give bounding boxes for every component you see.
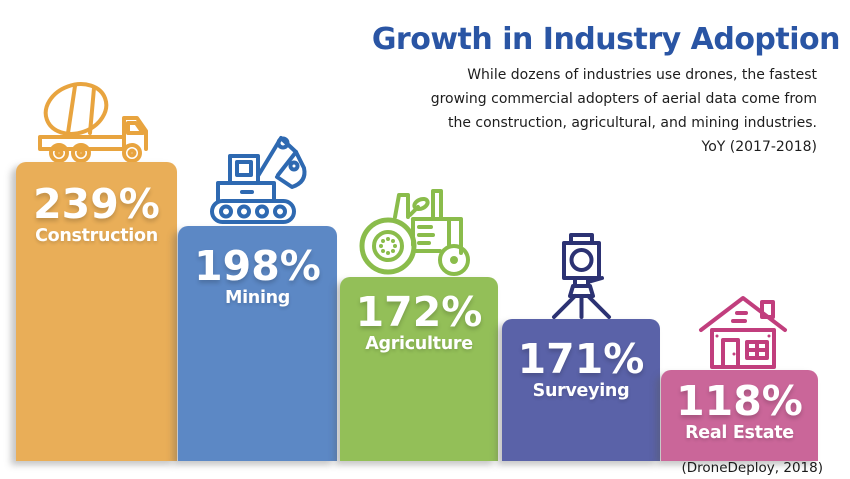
source-attribution: (DroneDeploy, 2018)	[681, 460, 823, 476]
bar-value: 118%	[676, 377, 803, 425]
subtitle-line: the construction, agricultural, and mini…	[447, 115, 817, 131]
bar-value: 171%	[517, 335, 645, 383]
bar-label: Construction	[35, 226, 158, 246]
bar-real-estate: 118% Real Estate	[661, 370, 818, 461]
header: Growth in Industry Adoption While dozens…	[371, 22, 841, 155]
bar-mining: 198% Mining	[178, 226, 337, 461]
bar-label: Agriculture	[365, 334, 473, 354]
subtitle-line: While dozens of industries use drones, t…	[467, 67, 817, 83]
survey-tripod-icon	[542, 233, 622, 319]
page-title: Growth in Industry Adoption	[371, 22, 841, 57]
bar-value: 239%	[33, 180, 160, 228]
subtitle: While dozens of industries use drones, t…	[372, 63, 817, 135]
period-label: YoY (2017-2018)	[701, 139, 818, 155]
bar-surveying: 171% Surveying	[502, 319, 660, 461]
cement-mixer-truck-icon	[32, 76, 152, 162]
bar-label: Mining	[224, 288, 291, 308]
subtitle-line: growing commercial adopters of aerial da…	[430, 91, 817, 107]
house-icon	[696, 291, 790, 370]
bar-agriculture: 172% Agriculture	[340, 277, 498, 461]
bar-label: Real Estate	[685, 423, 794, 443]
bar-value: 198%	[194, 242, 321, 290]
bar-label: Surveying	[532, 381, 630, 401]
bar-value: 172%	[355, 288, 483, 336]
excavator-icon	[202, 128, 316, 226]
tractor-icon	[357, 185, 475, 277]
bar-construction: 239% Construction	[16, 162, 177, 461]
